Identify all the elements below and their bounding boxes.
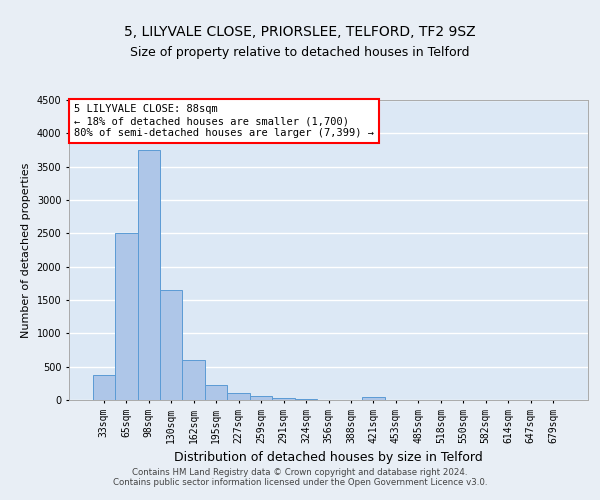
Bar — [205, 384, 227, 400]
Bar — [362, 396, 385, 400]
Bar — [295, 398, 317, 400]
Bar — [115, 234, 137, 400]
Bar — [92, 375, 115, 400]
Bar — [182, 360, 205, 400]
Y-axis label: Number of detached properties: Number of detached properties — [21, 162, 31, 338]
Text: Contains HM Land Registry data © Crown copyright and database right 2024.
Contai: Contains HM Land Registry data © Crown c… — [113, 468, 487, 487]
Text: Size of property relative to detached houses in Telford: Size of property relative to detached ho… — [130, 46, 470, 59]
Bar — [227, 393, 250, 400]
Bar — [272, 398, 295, 400]
Bar — [250, 396, 272, 400]
Text: 5, LILYVALE CLOSE, PRIORSLEE, TELFORD, TF2 9SZ: 5, LILYVALE CLOSE, PRIORSLEE, TELFORD, T… — [124, 26, 476, 40]
Bar — [160, 290, 182, 400]
X-axis label: Distribution of detached houses by size in Telford: Distribution of detached houses by size … — [174, 451, 483, 464]
Text: 5 LILYVALE CLOSE: 88sqm
← 18% of detached houses are smaller (1,700)
80% of semi: 5 LILYVALE CLOSE: 88sqm ← 18% of detache… — [74, 104, 374, 138]
Bar — [137, 150, 160, 400]
